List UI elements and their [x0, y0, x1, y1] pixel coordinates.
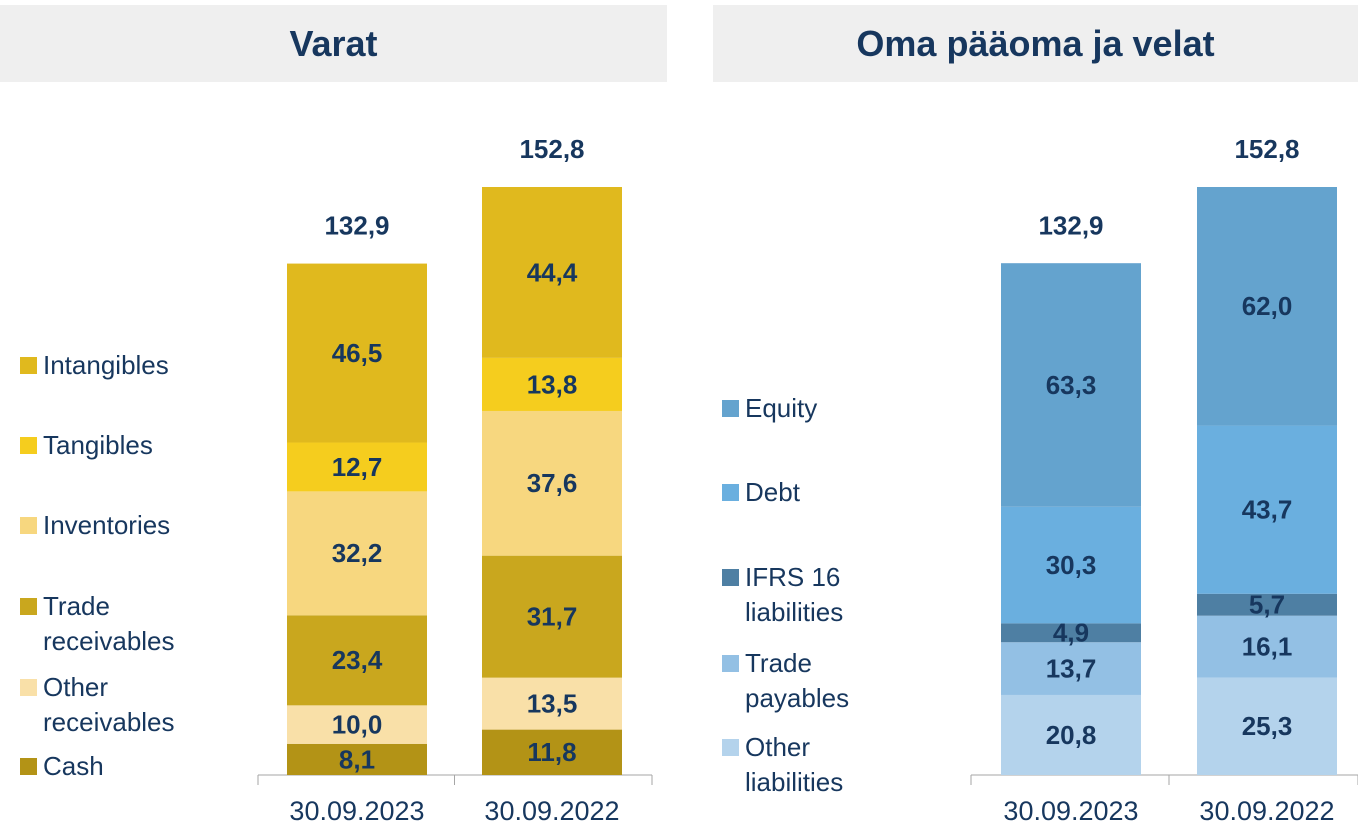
data-label: 13,7 — [1046, 653, 1097, 683]
legend-label: Other receivables — [43, 672, 175, 737]
legend-swatch — [20, 598, 37, 615]
legend-item: Tangibles — [20, 428, 190, 463]
data-label: 63,3 — [1046, 370, 1097, 400]
bar-segment — [1197, 425, 1337, 594]
total-label: 152,8 — [519, 134, 584, 164]
bar-segment — [1001, 263, 1141, 507]
total-label: 152,8 — [1234, 134, 1299, 164]
data-label: 5,7 — [1249, 590, 1285, 620]
data-label: 11,8 — [527, 737, 576, 767]
bar-segment — [1197, 593, 1337, 616]
legend-label: IFRS 16 liabilities — [745, 562, 844, 627]
legend-item: Intangibles — [20, 348, 190, 383]
data-label: 13,8 — [527, 369, 578, 399]
legend-swatch — [20, 517, 37, 534]
total-label: 132,9 — [324, 210, 389, 240]
bar-segment — [1001, 642, 1141, 695]
legend-swatch — [20, 437, 37, 454]
bar-segment — [482, 677, 622, 730]
bar-segment — [287, 705, 427, 744]
legend-item: Trade receivables — [20, 589, 190, 659]
bar-segment — [287, 442, 427, 492]
legend-swatch — [722, 484, 739, 501]
bar-segment — [1197, 615, 1337, 678]
legend-swatch — [722, 400, 739, 417]
legend-item: Debt — [722, 475, 857, 510]
data-label: 20,8 — [1046, 720, 1097, 750]
data-label: 62,0 — [1242, 291, 1293, 321]
x-tick-label: 30.09.2023 — [1003, 796, 1138, 826]
legend-item: Other receivables — [20, 670, 190, 740]
legend-label: Other liabilities — [745, 732, 844, 797]
legend-item: Other liabilities — [722, 730, 857, 800]
legend-item: Equity — [722, 391, 857, 426]
legend-label: Debt — [745, 477, 800, 507]
bar-segment — [482, 729, 622, 775]
legend-swatch — [722, 739, 739, 756]
legend-label: Equity — [745, 393, 818, 423]
bar-segment — [482, 410, 622, 556]
legend-item: IFRS 16 liabilities — [722, 560, 857, 630]
data-label: 37,6 — [527, 468, 578, 498]
data-label: 44,4 — [527, 257, 578, 287]
legend-label: Tangibles — [43, 430, 153, 460]
legend-label: Inventories — [43, 510, 171, 540]
bar-segment — [482, 357, 622, 411]
bar-segment — [1197, 677, 1337, 775]
x-tick-label: 30.09.2023 — [289, 796, 424, 826]
bar-segment — [1001, 506, 1141, 624]
legend-item: Inventories — [20, 508, 190, 543]
x-tick-label: 30.09.2022 — [1199, 796, 1334, 826]
data-label: 32,2 — [332, 538, 383, 568]
legend-swatch — [20, 679, 37, 696]
bar-segment — [1001, 623, 1141, 643]
legend-swatch — [20, 758, 37, 775]
bar-segment — [287, 615, 427, 706]
legend-swatch — [722, 569, 739, 586]
chart-title: Oma pääoma ja velat — [713, 5, 1358, 82]
data-label: 43,7 — [1242, 495, 1293, 525]
data-label: 13,5 — [527, 688, 578, 718]
bar-segment — [287, 491, 427, 616]
data-label: 16,1 — [1242, 632, 1293, 662]
data-label: 8,1 — [339, 744, 375, 774]
bar-segment — [287, 743, 427, 775]
bar-segment — [1001, 694, 1141, 775]
legend-label: Intangibles — [43, 350, 169, 380]
bar-segment — [287, 263, 427, 443]
legend-swatch — [722, 655, 739, 672]
x-tick-label: 30.09.2022 — [484, 796, 619, 826]
legend-item: Trade payables — [722, 646, 857, 716]
data-label: 25,3 — [1242, 711, 1293, 741]
data-label: 30,3 — [1046, 550, 1097, 580]
bar-segment — [482, 187, 622, 358]
data-label: 12,7 — [332, 452, 383, 482]
bar-segment — [1197, 187, 1337, 426]
data-label: 46,5 — [332, 338, 383, 368]
legend-label: Cash — [43, 751, 104, 781]
data-label: 31,7 — [527, 602, 578, 632]
total-label: 132,9 — [1038, 210, 1103, 240]
data-label: 23,4 — [332, 645, 383, 675]
chart-title: Varat — [0, 5, 667, 82]
legend-swatch — [20, 357, 37, 374]
legend-label: Trade receivables — [43, 591, 175, 656]
legend-label: Trade payables — [745, 648, 850, 713]
bar-segment — [482, 555, 622, 678]
data-label: 10,0 — [332, 709, 383, 739]
legend-item: Cash — [20, 749, 190, 784]
